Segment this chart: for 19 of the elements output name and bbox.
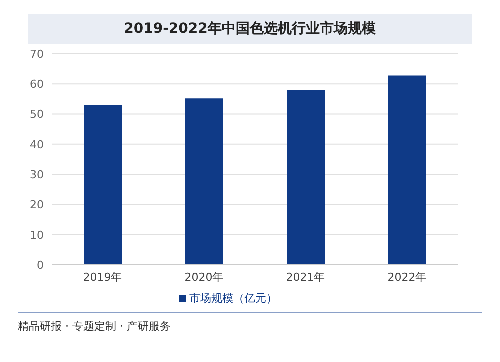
y-tick-label: 30 [30, 168, 44, 182]
x-tick-label: 2022年 [388, 270, 427, 284]
bar [186, 98, 224, 265]
x-tick-label: 2019年 [83, 270, 122, 284]
text: 精品研报 · 专题定制 · 产研服务 [18, 320, 171, 333]
y-tick-label: 20 [30, 198, 44, 212]
x-tick-label: 2020年 [184, 270, 224, 284]
y-tick-label: 60 [30, 78, 44, 92]
legend-label: 市场规模（亿元） [190, 292, 278, 305]
y-tick-label: 70 [30, 48, 44, 61]
chart-title: 2019-2022年中国色选机行业市场规模 [28, 14, 472, 44]
x-tick-label: 2021年 [286, 270, 326, 284]
bar [388, 76, 426, 265]
y-tick-label: 40 [30, 138, 44, 152]
y-tick-label: 0 [37, 258, 44, 272]
y-tick-label: 50 [30, 108, 44, 122]
y-tick-label: 10 [30, 228, 44, 242]
bar [84, 105, 122, 265]
bar [287, 90, 325, 265]
